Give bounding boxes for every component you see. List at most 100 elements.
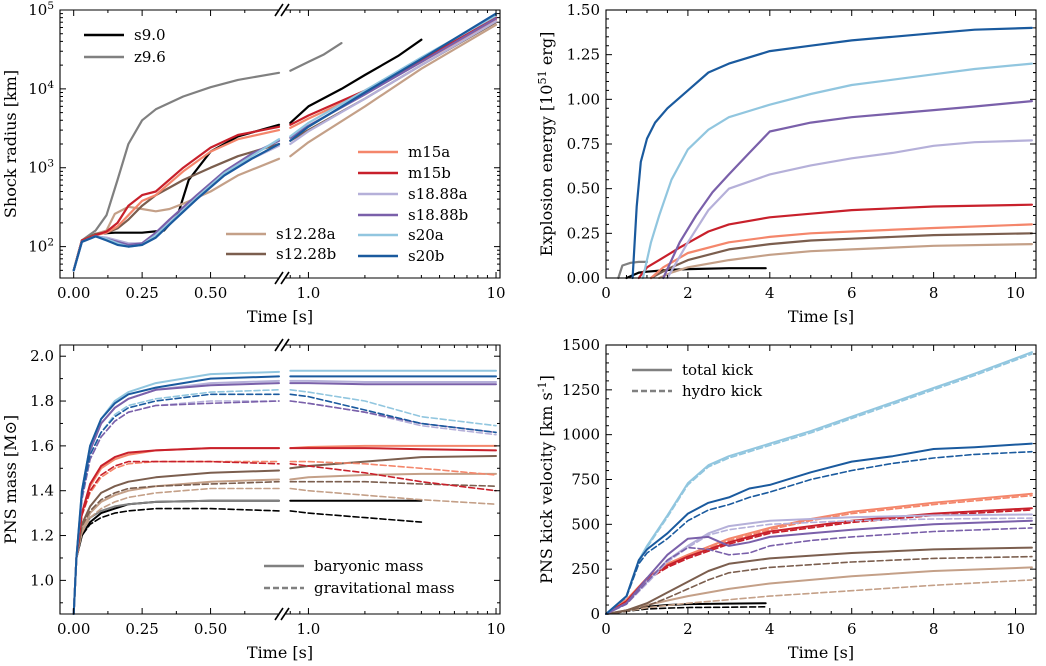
shock-series-s18.88a-early xyxy=(72,144,281,272)
explosion-energy-panel: 0 2 4 6 8 10 0.00 0.25 0.50 0.75 1.00 1.25 1.50 Time … xyxy=(536,1,1037,326)
shock-xtick-label: 10 xyxy=(486,284,505,302)
shock-series-z9.6-late xyxy=(289,42,343,72)
kick-frame xyxy=(605,344,1037,615)
kick-legend-label-solid: total kick xyxy=(682,361,754,379)
shock-legend-label-s9.0: s9.0 xyxy=(134,26,166,44)
mass-ytick-label: 1.0 xyxy=(30,571,54,589)
shock-series-s9.0-early xyxy=(72,123,281,272)
mass-series-s20b-baryonic-early xyxy=(72,375,280,615)
energy-ytick-label: 0.50 xyxy=(567,180,600,198)
shock-break-mark xyxy=(280,271,290,285)
shock-xtick-label: 0.50 xyxy=(194,284,227,302)
kick-xtick-label: 2 xyxy=(683,620,693,638)
mass-ytick-label: 1.8 xyxy=(30,392,54,410)
mass-ytick-label: 1.6 xyxy=(30,437,54,455)
mass-series-s20a-gravitational-late xyxy=(289,389,497,427)
mass-series-s9.0-gravitational-late xyxy=(289,510,423,523)
kick-ylabel: PNS kick velocity [km s-1​] xyxy=(536,375,557,584)
mass-series-s12.28a-gravitational-late xyxy=(289,487,497,505)
energy-series-z9.6 xyxy=(617,260,649,280)
kick-series-s12.28b-hydro xyxy=(605,555,1033,615)
kick-velocity-panel: 0 2 4 6 8 10 0 250 500 750 1000 1250 1500 Time [s] PNS… xyxy=(536,336,1037,662)
energy-series-s12.28b xyxy=(649,232,1033,280)
mass-xlabel: Time [s] xyxy=(247,643,313,662)
shock-series-s18.88b-late xyxy=(289,17,498,139)
shock-series-s20a-early xyxy=(72,138,281,272)
shock-series-s12.28b-early xyxy=(72,142,281,272)
energy-ytick-label: 1.50 xyxy=(567,1,600,19)
kick-series-m15b-hydro xyxy=(605,509,1033,615)
mass-series-s9.0-baryonic-early xyxy=(72,499,280,615)
energy-ytick-label: 1.00 xyxy=(567,90,600,108)
mass-series-s12.28a-gravitational-early xyxy=(72,487,280,615)
kick-legend-label-dashed: hydro kick xyxy=(682,382,763,400)
energy-xtick-label: 0 xyxy=(601,284,611,302)
mass-series-z9.6-baryonic-early xyxy=(72,499,280,615)
mass-ytick-label: 1.2 xyxy=(30,527,54,545)
shock-ytick-label: 104​ xyxy=(28,79,54,98)
shock-ytick-label: 105​ xyxy=(28,0,54,19)
energy-xtick-label: 10 xyxy=(1006,284,1025,302)
mass-series-s9.0-gravitational-early xyxy=(72,507,280,615)
kick-series-s20a-hydro xyxy=(605,353,1033,615)
energy-series-m15b xyxy=(637,203,1033,280)
shock-xlabel: Time [s] xyxy=(247,307,313,326)
shock-legend-label-z9.6: z9.6 xyxy=(134,48,166,66)
kick-xtick-label: 10 xyxy=(1006,620,1025,638)
mass-series-s12.28b-gravitational-late xyxy=(289,480,497,487)
kick-series-s12.28b-total xyxy=(605,546,1033,615)
kick-series-s18.88a-total xyxy=(605,513,1033,615)
shock-legend-label-s18.88a: s18.88a xyxy=(408,185,468,203)
shock-series-m15a-early xyxy=(72,129,281,272)
kick-ytick-label: 1000 xyxy=(562,426,600,444)
energy-ytick-label: 0.00 xyxy=(567,269,600,287)
mass-series-s12.28a-baryonic-early xyxy=(72,478,280,615)
kick-xtick-label: 6 xyxy=(847,620,857,638)
mass-series-s18.88b-baryonic-late xyxy=(289,382,497,386)
mass-frame-left xyxy=(59,344,279,615)
mass-legend-label-dashed: gravitational mass xyxy=(314,579,455,597)
energy-ytick-label: 1.25 xyxy=(567,46,600,64)
shock-legend-label-s12.28a: s12.28a xyxy=(276,225,336,243)
mass-series-s20a-baryonic-early xyxy=(72,370,280,615)
shock-xtick-label: 0.25 xyxy=(125,284,158,302)
kick-ytick-label: 1250 xyxy=(562,381,600,399)
energy-series-s12.28a xyxy=(658,243,1033,280)
shock-series-s20b-late xyxy=(289,12,498,142)
shock-xtick-label: 0.00 xyxy=(57,284,90,302)
energy-series-s20a xyxy=(641,62,1033,280)
energy-xtick-label: 2 xyxy=(683,284,693,302)
kick-xlabel: Time [s] xyxy=(788,643,854,662)
mass-xtick-label: 1.0 xyxy=(297,620,321,638)
mass-xtick-label: 0.50 xyxy=(194,620,227,638)
mass-break-mark xyxy=(274,338,284,352)
energy-xtick-label: 6 xyxy=(847,284,857,302)
kick-ytick-label: 1500 xyxy=(562,336,600,354)
shock-series-s12.28a-late xyxy=(289,23,498,158)
mass-series-s20b-gravitational-late xyxy=(289,393,497,434)
kick-series-m15a-hydro xyxy=(605,494,1033,615)
mass-ytick-label: 1.4 xyxy=(30,482,54,500)
mass-legend-label-solid: baryonic mass xyxy=(314,557,423,575)
mass-break-mark xyxy=(274,607,284,621)
kick-xtick-label: 4 xyxy=(765,620,775,638)
shock-ytick-label: 103​ xyxy=(28,158,54,177)
kick-ytick-label: 250 xyxy=(571,560,600,578)
mass-xtick-label: 0.00 xyxy=(57,620,90,638)
kick-series-s20b-hydro xyxy=(605,450,1033,615)
mass-series-s12.28b-baryonic-late xyxy=(289,455,497,470)
energy-xtick-label: 8 xyxy=(929,284,939,302)
mass-series-m15b-baryonic-late xyxy=(289,447,497,452)
shock-break-mark xyxy=(280,3,290,17)
energy-xtick-label: 4 xyxy=(765,284,775,302)
shock-legend-label-s20b: s20b xyxy=(408,247,444,265)
energy-frame xyxy=(605,9,1037,279)
kick-ytick-label: 500 xyxy=(571,515,600,533)
mass-series-s20b-gravitational-early xyxy=(72,393,280,615)
shock-series-s20b-early xyxy=(72,142,281,272)
pns-mass-panel: 0.00 0.25 0.50 1.0 10 1.0 1.2 1.4 1.6 1.8 2.0 Time … xyxy=(1,338,506,662)
shock-series-z9.6-early xyxy=(72,71,281,272)
shock-break-mark xyxy=(274,3,284,17)
shock-legend-label-s12.28b: s12.28b xyxy=(276,245,336,263)
